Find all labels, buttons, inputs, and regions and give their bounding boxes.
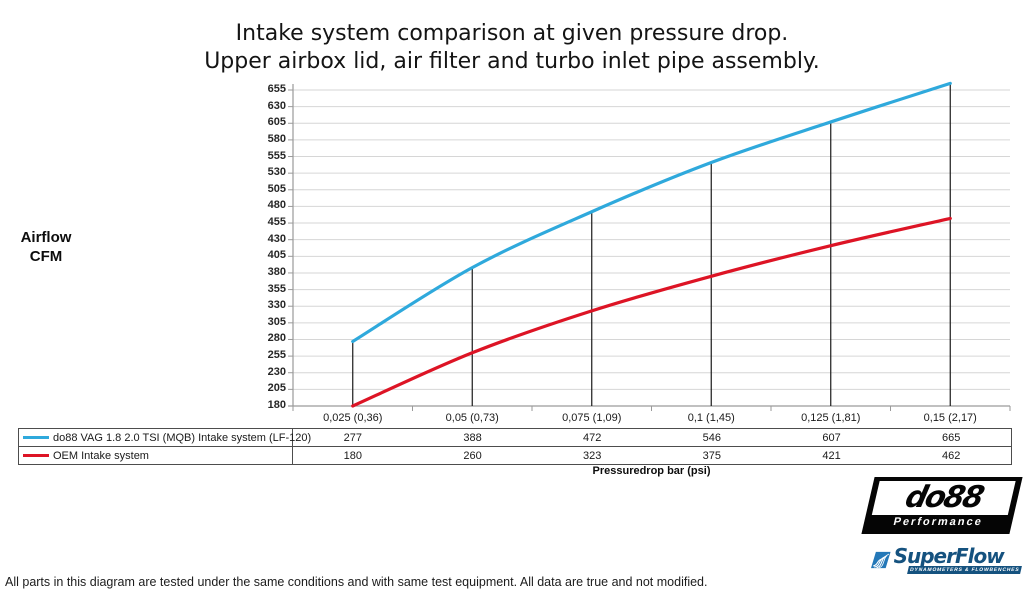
y-axis-tick-label: 280: [267, 332, 286, 345]
x-axis-tick-label: 0,05 (0,73): [445, 412, 499, 424]
series-line-1: [351, 216, 952, 408]
footer-note: All parts in this diagram are tested und…: [5, 575, 708, 589]
y-axis-tick-label: 180: [267, 399, 286, 411]
y-axis-tick-label: 605: [267, 116, 286, 129]
y-axis-tick-label: 230: [267, 365, 286, 378]
y-axis-tick-label: 330: [267, 299, 286, 312]
x-axis-tick-label: 0,125 (1,81): [801, 412, 861, 424]
series-line-0: [351, 81, 952, 344]
value-cell: 323: [583, 449, 602, 462]
y-axis-tick-label: 380: [267, 265, 286, 278]
superflow-text-block: SuperFlow DYNAMOMETERS & FLOWBENCHES: [893, 544, 1022, 574]
y-axis-tick-label: 405: [267, 249, 286, 262]
y-axis-tick-label: 555: [267, 149, 286, 162]
value-cell: 421: [822, 449, 841, 462]
value-cell: 260: [463, 449, 482, 462]
y-axis-tick-label: 655: [267, 83, 286, 95]
value-cell: 472: [583, 431, 602, 444]
x-axis-tick-labels: 0,025 (0,36) 0,05 (0,73) 0,075 (1,09) 0,1 (…: [293, 409, 1010, 428]
x-axis-tick-label: 0,075 (1,09): [562, 412, 622, 424]
chart-title-line2: Upper airbox lid, air filter and turbo i…: [204, 49, 820, 74]
y-axis-tick-label: 580: [267, 132, 286, 145]
y-axis-tick-label: 630: [267, 99, 286, 112]
value-cell: 607: [822, 431, 841, 444]
x-axis-title: Pressuredrop bar (psi): [592, 465, 711, 477]
y-axis-title-line2: CFM: [29, 248, 63, 265]
value-cell: 546: [702, 431, 722, 444]
y-axis-tick-label: 480: [267, 199, 286, 212]
y-axis-tick-label: 355: [267, 282, 286, 295]
chart-title-line1: Intake system comparison at given pressu…: [235, 21, 789, 46]
y-axis-tick-label: 455: [267, 216, 286, 229]
legend-line-sample: [23, 436, 49, 439]
do88-logo-text: do88: [901, 480, 986, 515]
value-cell: 388: [463, 431, 482, 444]
y-axis-tick-label: 305: [267, 315, 286, 328]
legend-line-sample: [23, 454, 49, 457]
do88-logo-inner: do88: [871, 480, 1016, 515]
series-name: OEM Intake system: [53, 449, 149, 462]
do88-logo-subtext: Performance: [892, 516, 985, 528]
legend-value-table: do88 VAG 1.8 2.0 TSI (MQB) Intake system…: [18, 428, 1012, 465]
y-axis-tick-label: 255: [267, 349, 286, 362]
value-cell: 375: [702, 449, 722, 462]
superflow-logo: SuperFlow DYNAMOMETERS & FLOWBENCHES: [871, 542, 1022, 578]
legend-cell: OEM Intake system: [19, 447, 293, 464]
y-axis-tick-label: 205: [267, 382, 286, 395]
legend-cell: do88 VAG 1.8 2.0 TSI (MQB) Intake system…: [19, 429, 311, 446]
x-axis-tick-label: 0,1 (1,45): [687, 412, 735, 424]
value-cell: 277: [343, 431, 363, 444]
y-axis-title: Airflow CFM: [4, 228, 88, 266]
y-axis-tick-label: 505: [267, 182, 286, 195]
value-cell: 180: [343, 449, 363, 462]
value-cell: 462: [942, 449, 961, 462]
y-axis-tick-label: 530: [267, 166, 286, 179]
table-row: do88 VAG 1.8 2.0 TSI (MQB) Intake system…: [19, 429, 1011, 446]
superflow-wave-icon: [871, 551, 891, 569]
table-row: OEM Intake system 180 260 323 375 421 462: [19, 446, 1011, 464]
do88-logo: do88 Performance: [861, 477, 1023, 534]
x-axis-tick-label: 0,15 (2,17): [923, 412, 977, 424]
y-axis-title-line1: Airflow: [20, 229, 72, 246]
chart-title: Intake system comparison at given pressu…: [0, 20, 1024, 76]
x-axis-tick-label: 0,025 (0,36): [323, 412, 383, 424]
series-name: do88 VAG 1.8 2.0 TSI (MQB) Intake system…: [53, 431, 312, 444]
superflow-logo-text: SuperFlow: [893, 544, 1005, 568]
y-axis-tick-label: 430: [267, 232, 286, 245]
value-cell: 665: [942, 431, 961, 444]
superflow-logo-subtext: DYNAMOMETERS & FLOWBENCHES: [906, 566, 1022, 574]
